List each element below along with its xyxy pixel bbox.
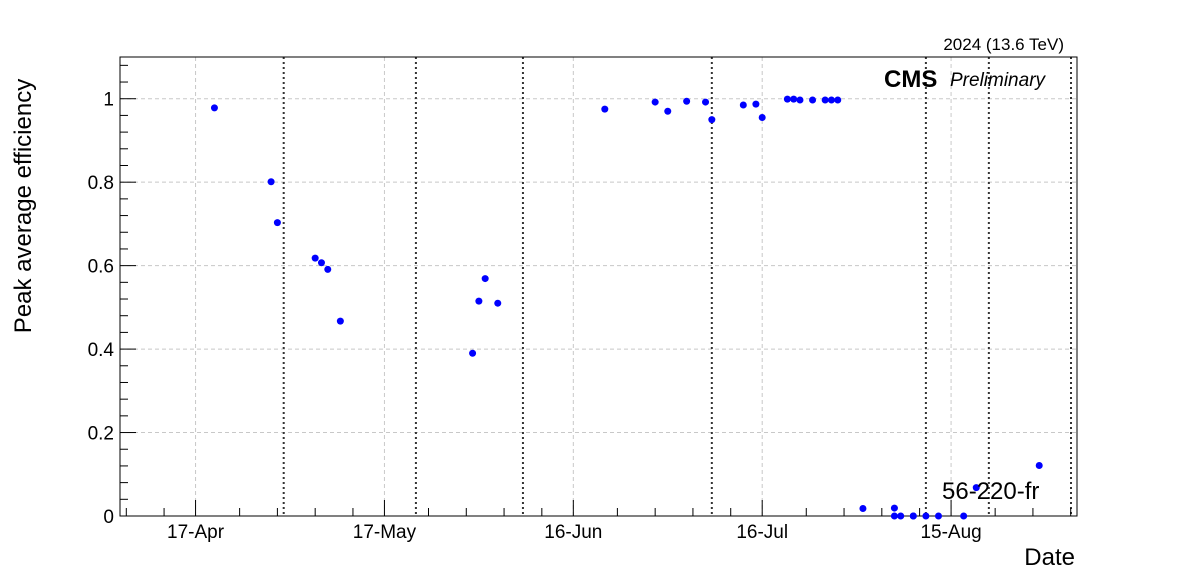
data-point bbox=[311, 254, 319, 262]
data-point bbox=[664, 107, 672, 115]
experiment-label: CMS bbox=[884, 66, 937, 93]
data-point bbox=[494, 299, 502, 307]
tick-layer: 0 0.2 0.4 0.6 0.8 1 17-Apr 17-May 16-Jun 16-Jul 15… bbox=[88, 64, 1072, 543]
y-tick-label: 0.4 bbox=[88, 340, 115, 361]
x-tick-label: 17-Apr bbox=[167, 522, 225, 543]
y-tick-label: 1 bbox=[103, 90, 114, 111]
data-point bbox=[909, 512, 917, 520]
data-point bbox=[739, 101, 747, 109]
data-point bbox=[317, 259, 325, 267]
data-point bbox=[210, 104, 218, 112]
data-point bbox=[336, 317, 344, 325]
x-axis-title: Date bbox=[1024, 544, 1075, 571]
data-point bbox=[897, 512, 905, 520]
x-tick-label: 17-May bbox=[353, 522, 417, 543]
data-point bbox=[475, 297, 483, 305]
data-point-layer bbox=[210, 95, 1043, 520]
data-point bbox=[859, 504, 867, 512]
data-point bbox=[601, 105, 609, 113]
data-point bbox=[790, 95, 798, 103]
y-axis-title: Peak average efficiency bbox=[10, 79, 37, 333]
grid-layer bbox=[120, 57, 1077, 516]
data-point bbox=[890, 512, 898, 520]
data-point bbox=[683, 97, 691, 105]
y-tick-label: 0.2 bbox=[88, 424, 114, 445]
x-tick-label: 15-Aug bbox=[920, 522, 981, 543]
plot-frame bbox=[119, 56, 1078, 517]
energy-label: 2024 (13.6 TeV) bbox=[943, 35, 1064, 54]
data-point bbox=[821, 96, 829, 104]
data-point bbox=[469, 349, 477, 357]
status-label: Preliminary bbox=[950, 70, 1047, 91]
data-point bbox=[758, 114, 766, 122]
annotation-label: 56-220-fr bbox=[942, 478, 1039, 505]
y-tick-label: 0.6 bbox=[88, 257, 114, 278]
data-point bbox=[922, 512, 930, 520]
data-point bbox=[796, 96, 804, 104]
data-point bbox=[960, 512, 968, 520]
data-point bbox=[273, 219, 281, 227]
data-point bbox=[651, 98, 659, 106]
data-point bbox=[783, 95, 791, 103]
y-tick-label: 0 bbox=[103, 507, 114, 528]
x-tick-label: 16-Jun bbox=[544, 522, 602, 543]
y-tick-label: 0.8 bbox=[88, 173, 114, 194]
data-point bbox=[834, 96, 842, 104]
data-point bbox=[702, 98, 710, 106]
x-tick-label: 16-Jul bbox=[736, 522, 788, 543]
vertical-marker-layer bbox=[282, 57, 1072, 516]
data-point bbox=[267, 178, 275, 186]
data-point bbox=[809, 96, 817, 104]
data-point bbox=[708, 116, 716, 124]
data-point bbox=[827, 96, 835, 104]
data-point bbox=[1035, 462, 1043, 470]
data-point bbox=[934, 512, 942, 520]
data-point bbox=[481, 275, 489, 283]
data-point bbox=[752, 100, 760, 108]
data-point bbox=[972, 484, 980, 492]
data-point bbox=[324, 265, 332, 273]
data-point bbox=[890, 504, 898, 512]
